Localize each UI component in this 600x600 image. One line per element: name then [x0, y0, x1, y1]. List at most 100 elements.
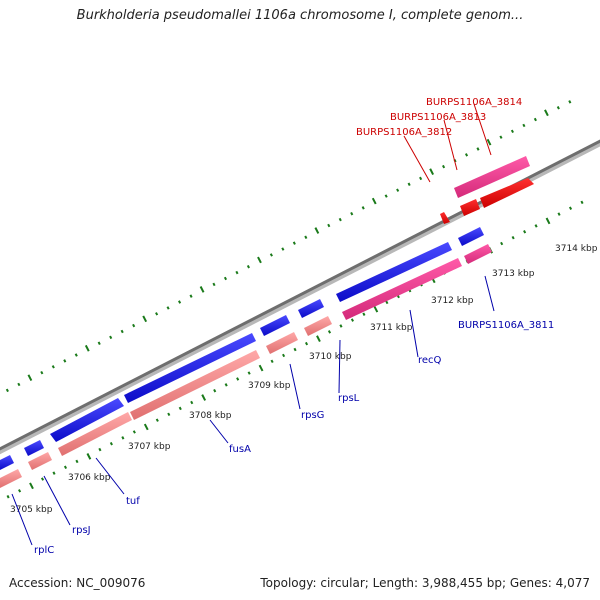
gene-arrow[interactable]	[24, 440, 44, 456]
tick-mark	[6, 494, 10, 499]
tick-mark	[499, 135, 503, 139]
gene-label[interactable]: BURPS1106A_3811	[458, 320, 554, 331]
tick-mark	[510, 129, 514, 134]
tick-mark	[350, 211, 354, 216]
tick-mark	[500, 241, 504, 246]
tick-mark	[18, 489, 22, 493]
tick-mark	[212, 282, 216, 287]
gene-arrow[interactable]	[464, 244, 492, 264]
gene-leader-line	[443, 119, 458, 171]
tick-mark	[556, 106, 560, 110]
tick-mark	[568, 100, 572, 104]
tick-mark	[236, 377, 240, 381]
tick-label: 3713 kbp	[492, 269, 535, 279]
tick-mark	[371, 197, 377, 205]
tick-mark	[143, 423, 149, 431]
gene-arrow[interactable]	[130, 350, 260, 420]
gene-arrow[interactable]	[58, 412, 132, 456]
tick-mark	[109, 442, 113, 446]
tick-label: 3712 kbp	[431, 296, 474, 306]
gene-leader-line	[209, 419, 229, 444]
gene-label[interactable]: rpsL	[338, 393, 360, 404]
tick-labels: 3705 kbp 3706 kbp 3707 kbp 3708 kbp 3709 kbp…	[10, 244, 598, 515]
gene-arrow[interactable]	[458, 227, 484, 246]
gene-label[interactable]: fusA	[229, 444, 251, 455]
tick-mark	[178, 406, 182, 411]
tick-mark	[98, 447, 102, 452]
tick-mark	[74, 353, 78, 357]
tick-mark	[223, 276, 228, 281]
gene-arrow[interactable]	[336, 242, 452, 302]
tick-mark	[557, 212, 561, 216]
gene-arrow[interactable]	[124, 333, 256, 403]
gene-arrow[interactable]	[440, 212, 450, 224]
tick-mark	[213, 389, 217, 393]
gene-leader-line	[409, 309, 419, 358]
tick-label: 3707 kbp	[128, 442, 171, 452]
tick-mark	[199, 286, 205, 293]
tick-mark	[235, 270, 239, 275]
gene-leader-line	[43, 475, 71, 526]
gene-label[interactable]: BURPS1106A_3812	[356, 127, 452, 138]
tick-mark	[429, 168, 435, 175]
tick-mark	[258, 364, 264, 372]
gene-arrow[interactable]	[28, 452, 52, 470]
tick-label: 3705 kbp	[10, 505, 53, 515]
tick-mark	[178, 300, 182, 304]
tick-mark	[190, 400, 194, 405]
tick-mark	[314, 227, 320, 234]
tick-mark	[281, 247, 285, 251]
tick-label: 3710 kbp	[309, 352, 352, 362]
tick-mark	[568, 206, 573, 210]
tick-mark	[167, 412, 171, 417]
tick-mark	[270, 359, 274, 364]
tick-mark	[121, 436, 125, 440]
gene-label[interactable]: BURPS1106A_3814	[426, 97, 522, 108]
tick-mark	[269, 253, 273, 257]
tick-mark	[40, 370, 44, 375]
gene-label[interactable]: tuf	[126, 496, 140, 507]
tick-mark	[534, 224, 538, 228]
tick-mark	[339, 324, 343, 328]
gene-arrow[interactable]	[304, 316, 332, 336]
gene-arrow[interactable]	[50, 398, 124, 442]
tick-mark	[40, 477, 45, 481]
gene-leader-line	[11, 493, 33, 546]
tick-label: 3709 kbp	[248, 381, 291, 391]
gene-arrow[interactable]	[0, 455, 14, 470]
tick-mark	[132, 323, 136, 328]
gene-arrow[interactable]	[298, 299, 324, 318]
tick-mark	[385, 300, 389, 305]
tick-label: 3714 kbp	[555, 244, 598, 254]
map-title: Burkholderia pseudomallei 1106a chromoso…	[76, 8, 524, 23]
gene-arrow[interactable]	[260, 315, 290, 336]
tick-mark	[362, 312, 366, 316]
tick-mark	[396, 188, 400, 192]
tick-mark	[293, 347, 297, 352]
gene-arrow[interactable]	[454, 156, 530, 198]
gene-label[interactable]: recQ	[418, 355, 442, 366]
tick-mark	[476, 147, 480, 151]
gene-arrow[interactable]	[0, 469, 22, 488]
tick-mark	[166, 306, 170, 310]
tick-mark	[75, 459, 79, 464]
tick-mark	[155, 418, 159, 422]
tick-mark	[224, 383, 228, 387]
gene-leader-line	[403, 135, 431, 183]
tick-mark	[304, 341, 309, 346]
gene-arrow[interactable]	[266, 332, 298, 354]
tick-mark	[523, 230, 527, 234]
gene-arrow[interactable]	[460, 199, 480, 216]
inner-tick-track	[6, 200, 584, 499]
gene-label[interactable]: rplC	[34, 545, 54, 556]
gene-label[interactable]: rpsG	[301, 410, 324, 421]
gene-label[interactable]: rpsJ	[72, 525, 91, 536]
gene-arrow[interactable]	[342, 258, 462, 320]
tick-mark	[544, 109, 549, 117]
gene-arrow[interactable]	[480, 178, 534, 208]
gene-label[interactable]: BURPS1106A_3813	[390, 112, 486, 123]
tick-mark	[361, 206, 365, 210]
tick-mark	[522, 123, 526, 128]
tick-mark	[86, 453, 92, 460]
